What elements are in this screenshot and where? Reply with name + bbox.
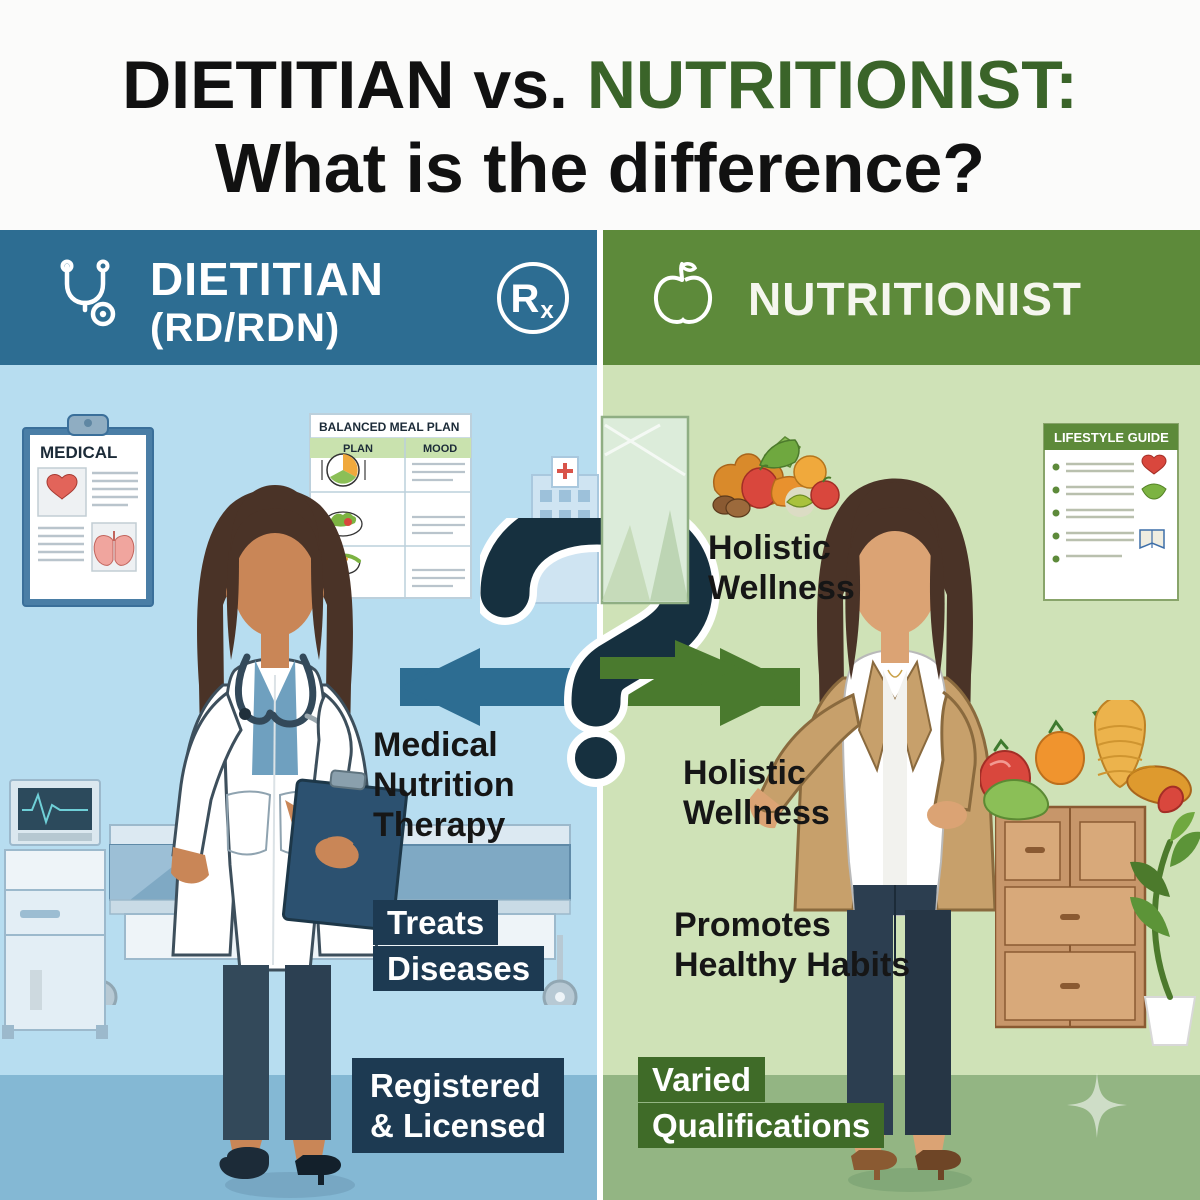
svg-text:MEDICAL: MEDICAL	[40, 443, 117, 462]
svg-text:BALANCED MEAL PLAN: BALANCED MEAL PLAN	[319, 420, 459, 434]
svg-text:MOOD: MOOD	[423, 443, 457, 455]
svg-text:LIFESTYLE GUIDE: LIFESTYLE GUIDE	[1054, 430, 1169, 445]
